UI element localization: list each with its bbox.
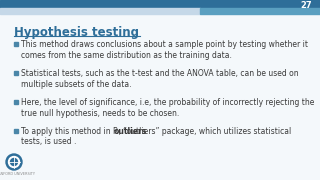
- Text: To apply this method in R, “outliers” package, which utilizes statistical
tests,: To apply this method in R, “outliers” pa…: [21, 127, 291, 146]
- Text: Statistical tests, such as the t-test and the ANOVA table, can be used on
multip: Statistical tests, such as the t-test an…: [21, 69, 299, 89]
- Circle shape: [6, 154, 22, 170]
- Bar: [14, 100, 18, 104]
- Text: 27: 27: [300, 1, 312, 10]
- Bar: [14, 71, 18, 75]
- Text: Hypothesis testing: Hypothesis testing: [14, 26, 139, 39]
- Text: outliers: outliers: [113, 127, 147, 136]
- Text: STANFORD UNIVERSITY: STANFORD UNIVERSITY: [0, 172, 35, 176]
- Bar: [14, 129, 18, 133]
- Text: Here, the level of significance, i.e, the probability of incorrectly rejecting t: Here, the level of significance, i.e, th…: [21, 98, 314, 118]
- Bar: [14, 42, 18, 46]
- Circle shape: [11, 159, 18, 165]
- Bar: [200, 8, 320, 14]
- Circle shape: [9, 156, 20, 168]
- Bar: [0, 8, 200, 14]
- Text: This method draws conclusions about a sample point by testing whether it
comes f: This method draws conclusions about a sa…: [21, 40, 308, 60]
- Bar: [0, 0, 320, 8]
